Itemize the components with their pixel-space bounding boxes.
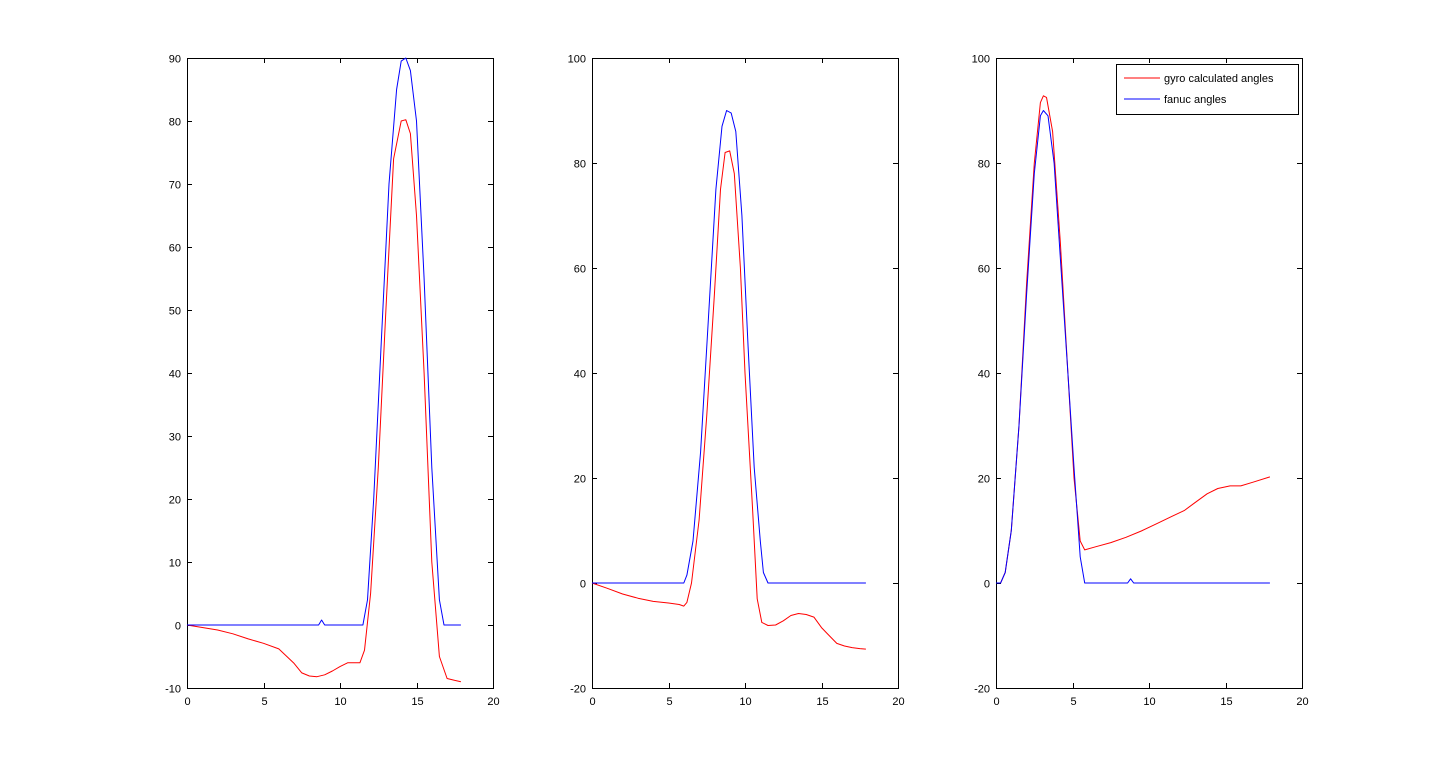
x-tick-label: 20 [892,696,904,708]
y-tick-label: 100 [568,54,586,66]
y-tick-label: -20 [570,684,586,696]
y-tick-label: 40 [978,369,990,381]
y-tick-label: 20 [169,495,181,507]
x-tick-label: 0 [184,696,190,708]
y-tick-label: 80 [574,159,586,171]
y-tick-label: 20 [574,474,586,486]
axes-box [996,58,1303,689]
y-tick-label: 0 [984,579,990,591]
x-tick-label: 20 [1296,696,1308,708]
x-tick-label: 5 [261,696,267,708]
y-tick-label: 100 [972,54,990,66]
y-tick-label: 40 [169,369,181,381]
y-tick-label: 0 [580,579,586,591]
y-tick-label: -10 [165,684,181,696]
x-tick-label: 20 [487,696,499,708]
y-tick-label: 60 [169,243,181,255]
y-tick-label: -20 [974,684,990,696]
y-tick-label: 80 [978,159,990,171]
x-tick-label: 10 [739,696,751,708]
x-tick-label: 5 [666,696,672,708]
y-tick-label: 10 [169,558,181,570]
y-tick-label: 60 [574,264,586,276]
legend: gyro calculated angles fanuc angles [1116,64,1299,115]
x-tick-label: 15 [411,696,423,708]
y-tick-label: 50 [169,306,181,318]
x-tick-label: 10 [1143,696,1155,708]
series-line-blue [996,110,1270,584]
legend-box [1116,64,1299,115]
y-tick-label: 80 [169,117,181,129]
x-tick-label: 10 [334,696,346,708]
x-tick-label: 0 [993,696,999,708]
series-line-red [186,119,462,683]
y-tick-label: 40 [574,369,586,381]
series-line-red [996,95,1271,584]
legend-label: fanuc angles [1164,94,1227,106]
legend-label: gyro calculated angles [1164,73,1274,85]
x-tick-label: 15 [1220,696,1232,708]
x-tick-label: 5 [1070,696,1076,708]
y-tick-label: 20 [978,474,990,486]
y-tick-label: 70 [169,180,181,192]
y-tick-label: 60 [978,264,990,276]
x-tick-label: 15 [816,696,828,708]
x-tick-label: 0 [589,696,595,708]
y-tick-label: 30 [169,432,181,444]
y-tick-label: 0 [175,621,181,633]
series-line-blue [187,57,461,626]
series-line-blue [592,110,866,584]
series-line-red [591,150,866,650]
axes-box [187,58,494,689]
y-tick-label: 90 [169,54,181,66]
